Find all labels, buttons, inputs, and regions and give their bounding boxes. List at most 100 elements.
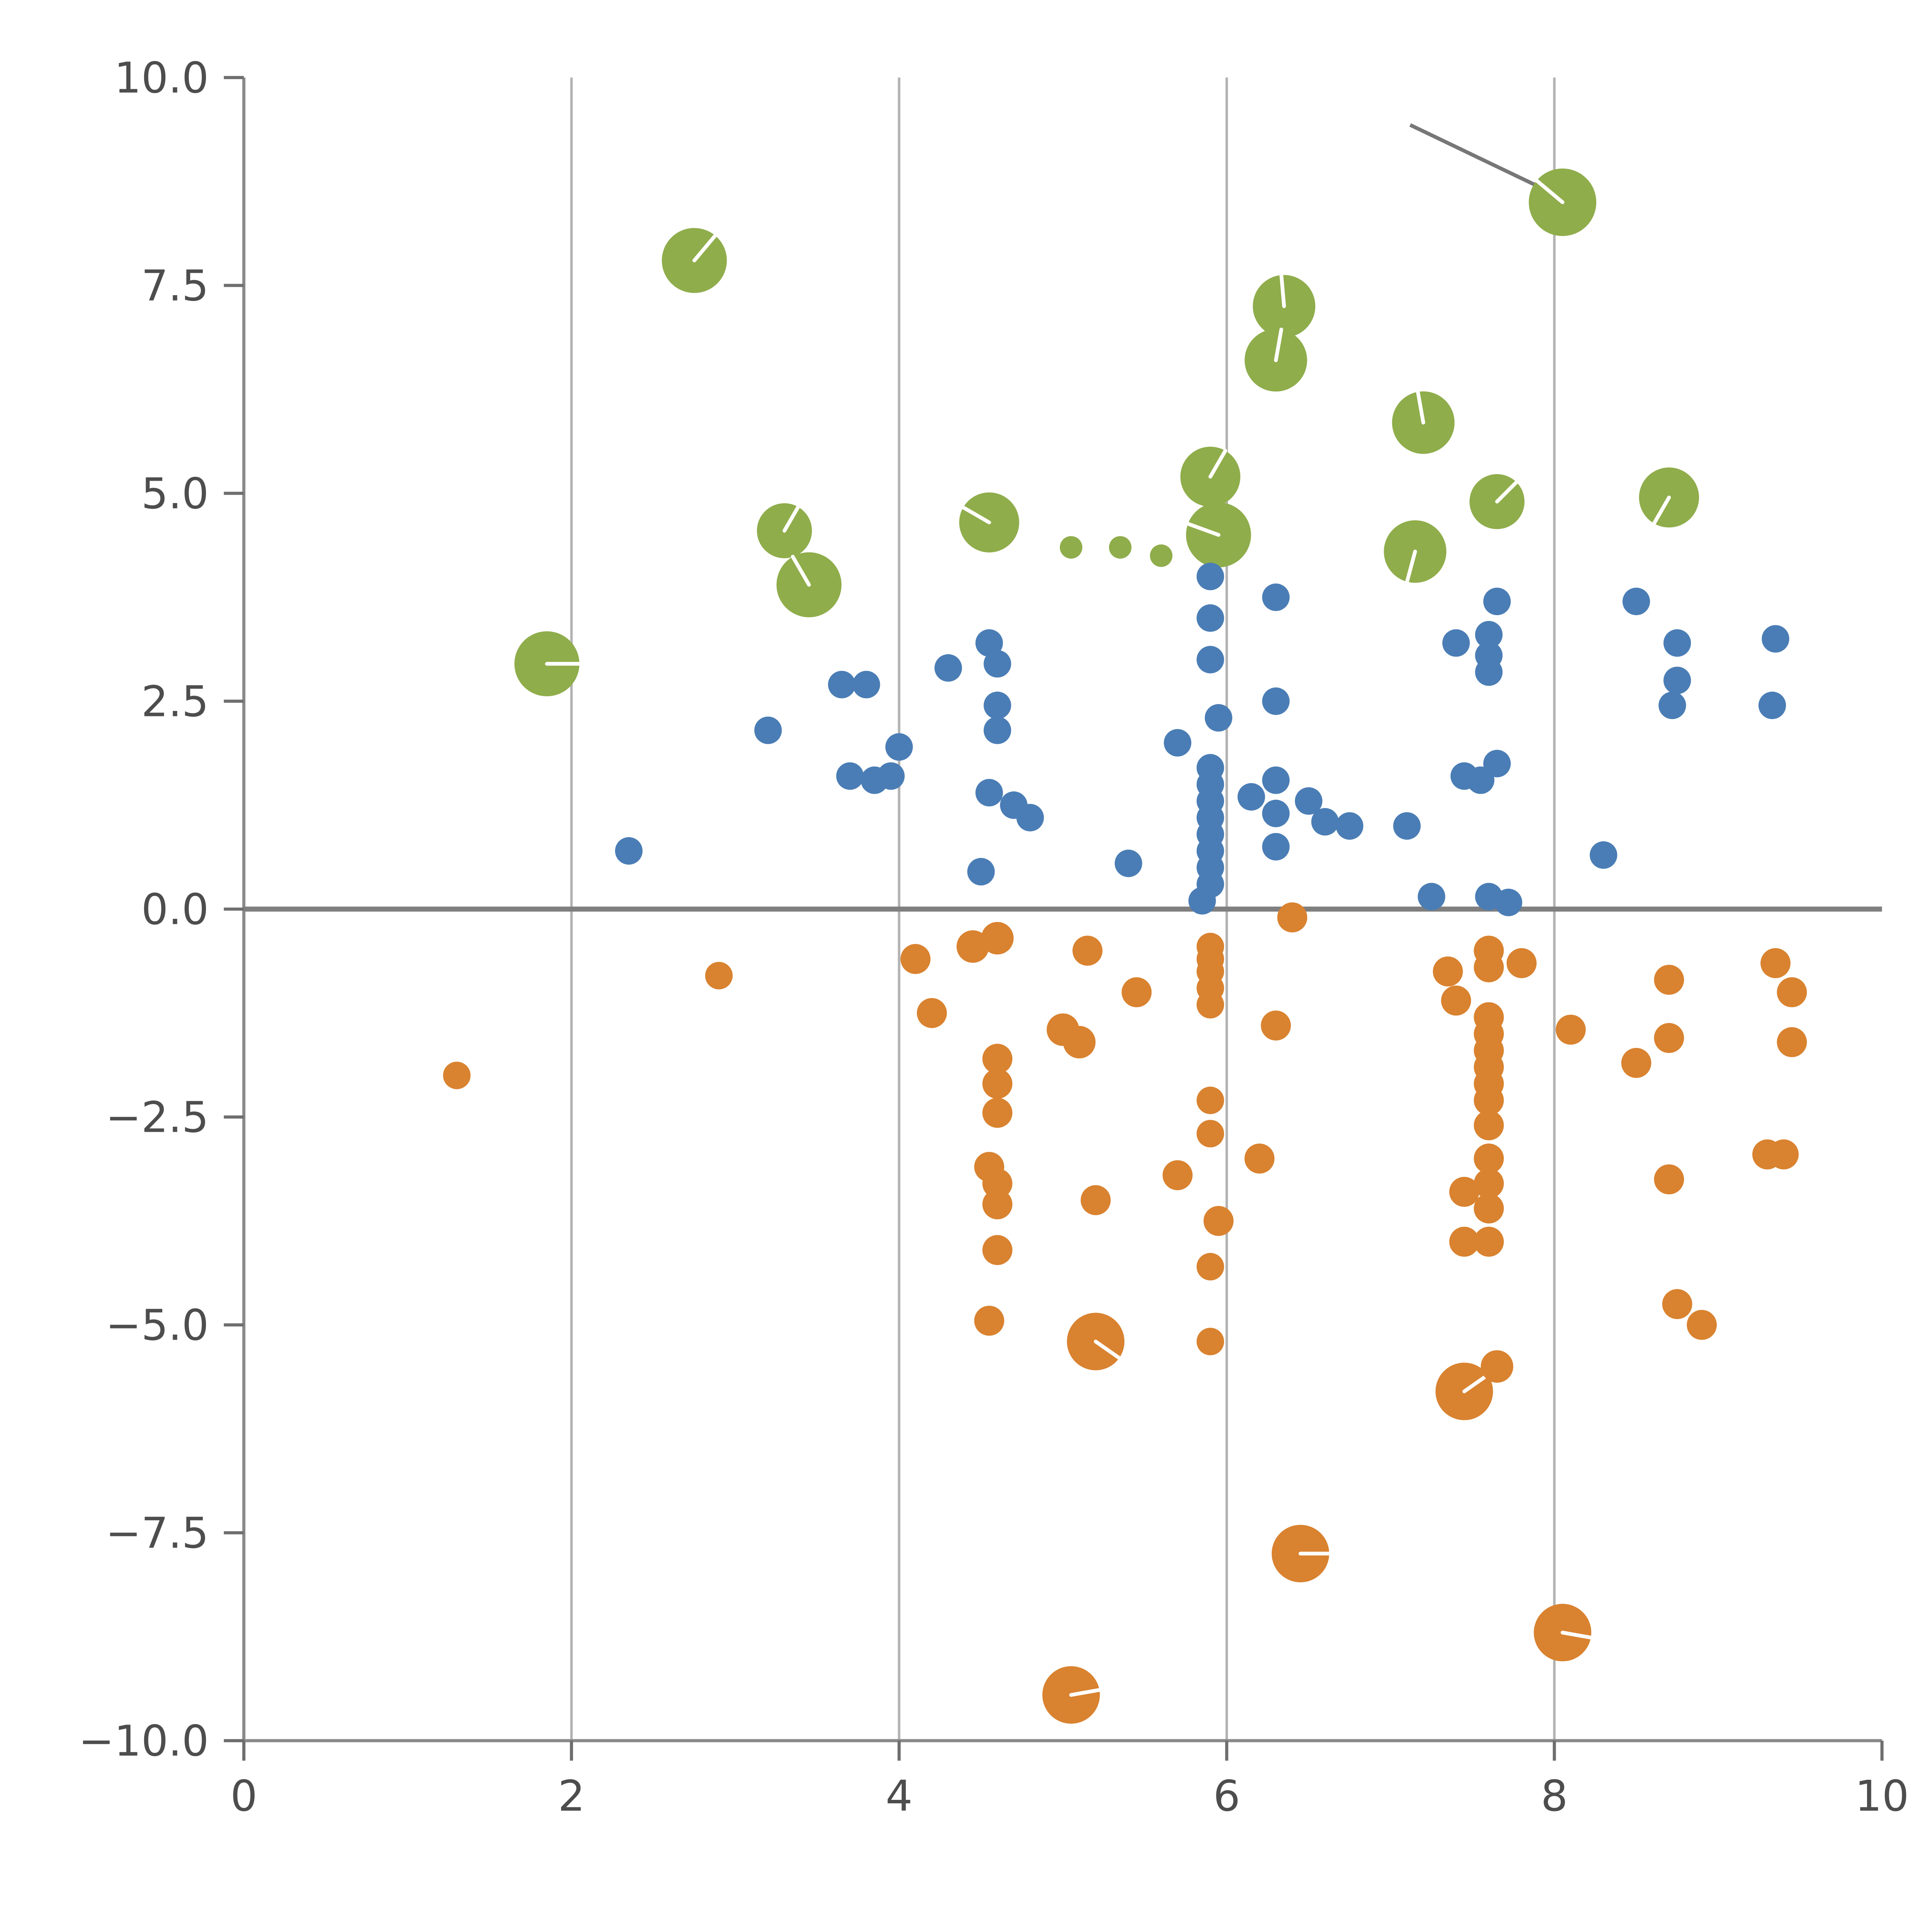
marker-tick [791,554,811,587]
marker-tick [1652,495,1671,526]
point-blue-dots [1658,691,1686,719]
point-blue-dots [983,716,1011,744]
point-orange-dots [1072,935,1103,966]
marker-tick [692,233,717,262]
point-blue-dots [975,779,1003,807]
point-blue-dots [877,762,905,790]
point-blue-dots [983,691,1011,719]
point-orange-dots [1654,1023,1684,1053]
series-orange-dots [443,902,1807,1724]
y-tick-label: 2.5 [141,677,209,726]
point-orange-dots [982,1235,1013,1265]
point-orange-dots [1474,952,1504,983]
point-orange-dots [1662,1289,1692,1319]
point-blue-dots [1163,729,1192,757]
point-orange-dots [1654,964,1684,995]
point-orange-dots [1474,1226,1504,1257]
marker-tick [1495,480,1519,504]
marker-tick [1279,273,1286,308]
x-tick-label: 2 [558,1771,585,1821]
point-blue-dots [1475,621,1503,649]
point-orange-dots [1481,1350,1514,1383]
marker-tick [1416,390,1425,425]
point-orange-dots [1080,1185,1111,1215]
point-orange-dots [981,922,1014,955]
series-green-bubbles [514,168,1699,697]
point-blue-dots [1590,841,1617,869]
point-blue-dots [615,837,643,865]
point-orange-dots [1433,956,1463,986]
y-tick-label: 10.0 [114,53,209,102]
point-blue-dots [1262,583,1290,611]
y-tick-label: 5.0 [141,469,209,519]
x-tick-label: 10 [1855,1771,1909,1821]
point-orange-dots [900,944,931,974]
point-orange-dots [1063,1026,1096,1059]
point-orange-dots [705,962,733,990]
point-orange-dots [1441,985,1471,1016]
point-green-bubbles [1109,536,1132,559]
point-blue-dots [1196,604,1224,632]
point-blue-dots [1663,667,1691,694]
point-orange-dots [1449,1226,1480,1257]
point-orange-dots [1654,1164,1684,1195]
point-orange-dots [1474,1085,1504,1116]
point-orange-dots [1777,1027,1807,1057]
point-blue-dots [975,629,1003,657]
point-orange-dots [1687,1310,1717,1340]
point-green-bubbles [1060,536,1083,559]
marker-tick [1535,179,1565,204]
point-blue-dots [1311,808,1339,836]
y-tick-label: −10.0 [78,1716,209,1766]
point-blue-dots [1295,787,1323,815]
x-tick-label: 8 [1541,1771,1568,1821]
point-blue-dots [1418,883,1446,911]
marker-tick [1560,1631,1593,1639]
x-tick-label: 0 [230,1771,257,1821]
series-blue-dots [615,563,1789,917]
point-orange-dots [1162,1160,1193,1190]
point-orange-dots [1474,1193,1504,1224]
point-blue-dots [1475,658,1503,686]
point-orange-dots [443,1061,471,1089]
point-blue-dots [1622,587,1650,616]
point-blue-dots [1114,849,1142,877]
point-orange-dots [917,998,947,1028]
point-orange-dots [1556,1014,1586,1045]
point-orange-dots [982,1098,1013,1128]
point-blue-dots [983,650,1011,678]
point-blue-dots [967,858,995,886]
point-orange-dots [1769,1139,1799,1170]
point-blue-dots [1204,704,1233,732]
point-orange-dots [982,1189,1013,1219]
point-orange-dots [1474,1110,1504,1141]
point-blue-dots [1483,587,1511,616]
y-tick-label: −5.0 [105,1301,209,1350]
marker-tick [1274,327,1283,362]
marker-tick [1094,1339,1121,1360]
point-blue-dots [1188,887,1216,915]
marker-tick [1462,1373,1490,1393]
point-blue-dots [836,762,864,790]
point-blue-dots [1442,629,1470,657]
point-orange-dots [1777,977,1807,1007]
point-blue-dots [852,671,880,699]
point-blue-dots [1262,799,1290,827]
point-blue-dots [1663,629,1691,657]
point-orange-dots [1261,1010,1291,1041]
point-orange-dots [982,1044,1013,1074]
y-tick-label: −7.5 [105,1509,209,1558]
point-orange-dots [1203,1206,1234,1236]
point-blue-dots [1758,691,1786,719]
point-orange-dots [1507,948,1537,978]
point-orange-dots [1277,902,1308,933]
point-blue-dots [754,716,782,744]
marker-tick [1405,549,1417,584]
point-blue-dots [885,733,913,761]
point-blue-dots [1196,646,1224,673]
point-orange-dots [1121,977,1152,1007]
point-blue-dots [1262,687,1290,715]
point-orange-dots [1474,1168,1504,1199]
